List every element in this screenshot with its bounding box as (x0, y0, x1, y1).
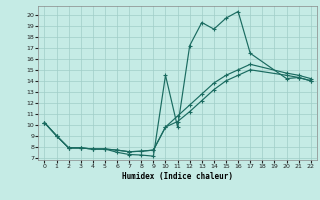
X-axis label: Humidex (Indice chaleur): Humidex (Indice chaleur) (122, 172, 233, 181)
